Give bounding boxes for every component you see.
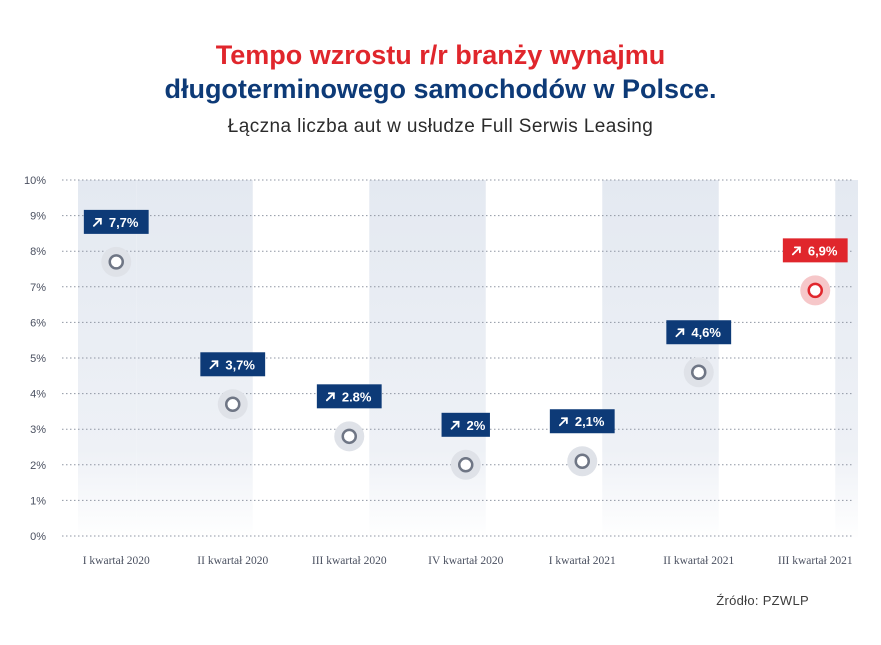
value-label: 6,9% [782,238,848,263]
y-tick-label: 0% [30,531,46,543]
y-tick-label: 8% [30,246,46,258]
y-tick-label: 3% [30,424,46,436]
value-label-box [200,352,266,377]
value-label-text: 7,7% [109,215,139,230]
value-label: 2% [441,412,490,437]
arrow-up-right-icon [209,360,219,370]
value-label-box [316,384,382,409]
chart-title-line1: Tempo wzrostu r/r branży wynajmu [215,40,666,70]
x-category-label: II kwartał 2021 [663,555,734,567]
x-category-label: II kwartał 2020 [197,555,268,567]
background-band [835,180,858,540]
lollipop-point [341,428,357,445]
y-tick-label: 9% [30,211,46,223]
value-label: 2.8% [316,384,382,409]
lollipop-point [225,396,241,413]
x-category-label: III kwartał 2021 [778,555,853,567]
chart-subtitle: Łączna liczba aut w usłudze Full Serwis … [227,116,654,137]
value-label-text: 3,7% [225,357,255,372]
value-label-text: 2.8% [342,389,372,404]
value-label-box [83,209,149,234]
lollipop-point [108,254,124,270]
background-band [78,180,137,540]
y-tick-label: 6% [30,317,46,329]
lollipop-point [691,364,707,380]
value-label-text: 6,9% [808,243,838,258]
y-tick-label: 4% [30,389,46,401]
value-label: 3,7% [200,352,266,377]
value-label: 4,6% [666,320,732,345]
y-tick-label: 1% [30,495,46,507]
x-category-label: IV kwartał 2020 [428,555,503,567]
value-label-text: 2,1% [575,414,605,429]
value-label: 7,7% [83,209,149,234]
source-note: Źródło: PZWLP [716,593,809,608]
lollipop-point [574,453,590,469]
y-tick-label: 5% [30,353,46,365]
background-band [369,180,486,540]
arrow-up-right-icon [558,417,568,427]
lollipop-point [807,282,823,299]
arrow-up-right-icon [791,246,801,256]
arrow-up-right-icon [675,328,685,338]
value-label-box [782,238,848,263]
lollipop-point [458,457,474,473]
value-label-text: 2% [467,418,486,433]
value-label-box [549,409,615,434]
y-tick-label: 10% [24,175,46,187]
value-label-box [441,412,490,437]
arrow-up-right-icon [92,217,102,227]
y-tick-label: 2% [30,460,46,472]
x-category-label: I kwartał 2020 [83,555,150,567]
title-block: Tempo wzrostu r/r branży wynajmu długote… [0,38,881,138]
arrow-up-right-icon [325,392,335,402]
value-label-box [666,320,732,345]
y-tick-label: 7% [30,282,46,294]
chart-title-line2: długoterminowego samochodów w Polsce. [164,74,717,104]
value-label: 2,1% [549,409,615,434]
x-category-label: I kwartał 2021 [549,555,616,567]
x-category-label: III kwartał 2020 [312,555,387,567]
arrow-up-right-icon [450,420,460,430]
value-label-text: 4,6% [691,325,721,340]
